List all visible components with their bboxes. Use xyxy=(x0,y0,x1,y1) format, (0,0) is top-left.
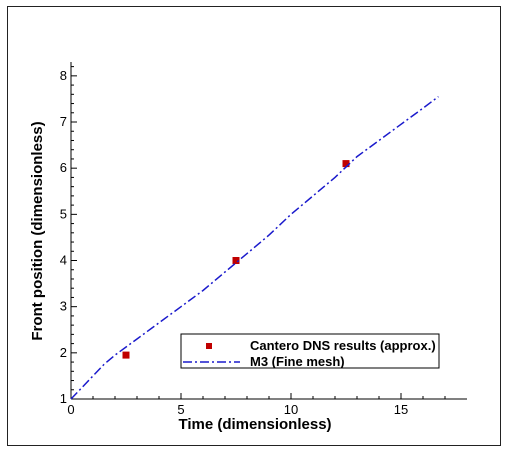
legend-label-m3: M3 (Fine mesh) xyxy=(250,354,345,369)
y-tick-label: 4 xyxy=(60,253,67,268)
y-tick-label: 6 xyxy=(60,160,67,175)
y-tick-label: 8 xyxy=(60,68,67,83)
figure-frame xyxy=(7,6,501,446)
legend-marker-dns xyxy=(206,343,212,349)
x-tick-label: 5 xyxy=(177,402,184,417)
x-tick-label: 0 xyxy=(67,402,74,417)
data-point-dns xyxy=(122,351,130,359)
data-point-dns xyxy=(232,257,240,264)
legend-label-dns: Cantero DNS results (approx.) xyxy=(250,338,436,353)
y-tick-label: 5 xyxy=(60,206,67,221)
y-tick-label: 1 xyxy=(60,391,67,406)
y-tick-label: 7 xyxy=(60,114,67,129)
ticks: 0 5 10 15 1 2 3 4 5 6 7 8 xyxy=(60,66,446,417)
x-axis-title: Time (dimensionless) xyxy=(178,416,331,433)
data-point-dns xyxy=(342,160,350,168)
series-layer xyxy=(70,96,439,400)
x-tick-label: 10 xyxy=(284,402,298,417)
series-line-m3 xyxy=(70,96,439,400)
y-tick-label: 2 xyxy=(60,345,67,360)
y-tick-label: 3 xyxy=(60,299,67,314)
y-axis-title: Front position (dimensionless) xyxy=(29,121,46,340)
x-tick-label: 15 xyxy=(394,402,408,417)
legend: Cantero DNS results (approx.) M3 (Fine m… xyxy=(180,333,440,369)
